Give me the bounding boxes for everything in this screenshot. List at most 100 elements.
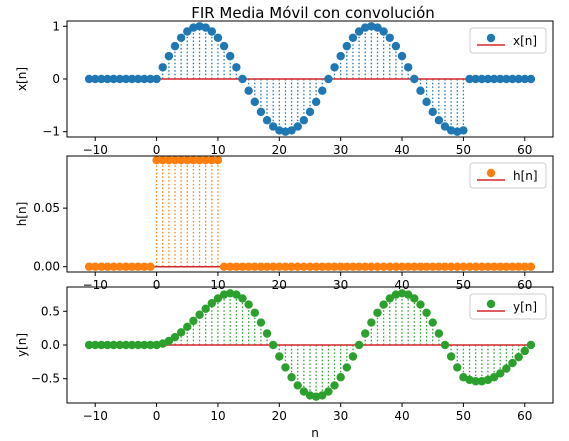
data-point <box>164 51 174 61</box>
data-point <box>244 300 253 309</box>
x-tick-label: 0 <box>153 278 161 292</box>
data-point <box>127 74 137 84</box>
data-point <box>410 74 419 84</box>
data-point <box>275 262 284 271</box>
data-point <box>446 262 456 271</box>
data-point <box>305 262 315 271</box>
data-point <box>354 262 364 271</box>
data-point <box>496 262 505 271</box>
data-point <box>324 74 333 84</box>
legend-label: h[n] <box>513 169 538 183</box>
data-point <box>226 51 235 61</box>
data-point <box>91 262 100 271</box>
data-point <box>403 290 413 299</box>
data-point <box>496 74 505 84</box>
data-point <box>477 74 487 84</box>
data-point <box>238 294 247 303</box>
y-axis-label: x[n] <box>15 67 29 91</box>
data-point <box>84 74 94 84</box>
data-point <box>275 352 284 361</box>
data-point <box>195 310 204 319</box>
data-point <box>379 27 388 36</box>
data-point <box>152 74 161 84</box>
data-point <box>299 387 309 396</box>
data-point <box>520 262 529 271</box>
data-point <box>379 262 388 271</box>
x-tick-label: 20 <box>272 143 287 157</box>
data-point <box>91 340 100 350</box>
data-point <box>262 262 272 271</box>
data-point <box>520 346 529 356</box>
data-point <box>453 363 462 372</box>
data-point <box>385 262 394 271</box>
data-point <box>342 41 352 51</box>
data-point <box>397 51 407 61</box>
data-point <box>514 74 523 84</box>
data-point <box>127 340 137 350</box>
data-point <box>391 41 401 51</box>
data-point <box>348 33 358 42</box>
subplot-hn: −10 0 10 20 30 40 50 60 0.00 0.05 h[n] h[n] <box>15 155 554 292</box>
data-point <box>416 262 425 271</box>
data-point <box>403 262 413 271</box>
data-point <box>489 74 499 84</box>
data-point <box>170 332 180 342</box>
data-point <box>164 156 174 165</box>
x-tick-label: −10 <box>83 143 108 157</box>
data-point <box>133 340 143 350</box>
data-point <box>201 156 210 165</box>
data-point <box>318 86 327 95</box>
data-point <box>471 74 480 84</box>
data-point <box>170 41 180 51</box>
x-tick-label: 10 <box>210 278 225 292</box>
data-point <box>502 364 511 373</box>
data-point <box>97 262 106 271</box>
data-point <box>226 262 235 271</box>
data-point <box>508 74 517 84</box>
data-point <box>109 74 118 84</box>
data-point <box>410 294 419 303</box>
legend-marker <box>486 168 496 178</box>
data-point <box>262 116 272 125</box>
data-point <box>103 74 112 84</box>
data-point <box>471 377 480 386</box>
data-point <box>152 156 161 165</box>
data-point <box>287 262 296 271</box>
data-point <box>293 122 302 131</box>
data-point <box>385 294 394 303</box>
data-point <box>422 97 431 107</box>
data-point <box>453 262 462 271</box>
data-point <box>189 316 198 326</box>
data-point <box>354 340 364 350</box>
data-point <box>140 262 149 271</box>
data-point <box>146 340 155 350</box>
data-point <box>115 262 124 271</box>
data-point <box>465 262 474 271</box>
data-point <box>465 74 474 84</box>
x-tick-label: 20 <box>272 409 287 423</box>
data-point <box>287 126 296 135</box>
data-point <box>201 23 210 32</box>
data-point <box>502 262 511 271</box>
data-point <box>219 262 229 271</box>
data-point <box>367 318 376 327</box>
legend-marker <box>486 299 496 309</box>
data-point <box>268 262 278 271</box>
data-point <box>336 262 345 271</box>
data-point <box>324 387 333 396</box>
data-point <box>440 262 450 271</box>
data-point <box>483 74 493 84</box>
data-point <box>256 107 266 117</box>
x-tick-label: 50 <box>456 409 471 423</box>
x-tick-label: 0 <box>153 143 161 157</box>
data-point <box>250 262 259 271</box>
data-point <box>336 51 345 61</box>
data-point <box>354 27 364 36</box>
data-point <box>140 340 149 350</box>
x-tick-label: 40 <box>394 409 409 423</box>
data-point <box>520 74 529 84</box>
x-tick-label: 40 <box>394 143 409 157</box>
data-point <box>434 262 444 271</box>
data-point <box>428 107 437 117</box>
data-point <box>256 318 266 327</box>
